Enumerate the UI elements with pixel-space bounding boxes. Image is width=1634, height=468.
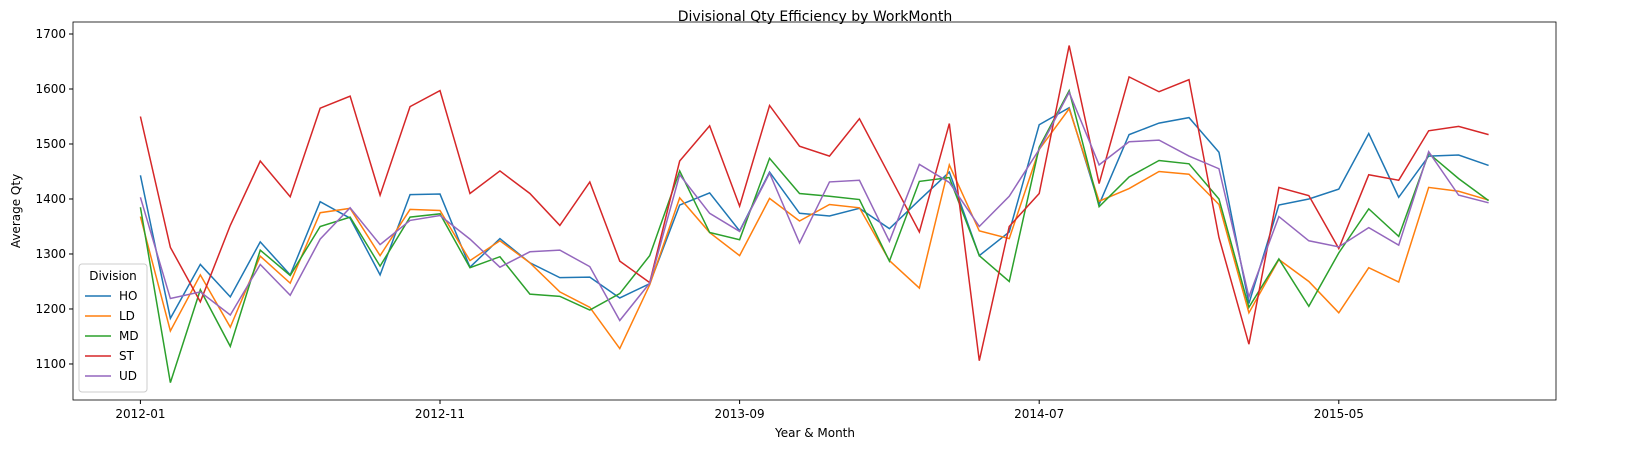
legend-title: Division <box>89 269 137 283</box>
y-tick-label: 1500 <box>35 137 66 151</box>
y-tick-label: 1200 <box>35 302 66 316</box>
x-tick-label: 2015-05 <box>1314 407 1364 421</box>
legend-label: HO <box>119 289 137 303</box>
y-tick-label: 1100 <box>35 357 66 371</box>
x-tick-label: 2012-11 <box>415 407 465 421</box>
y-tick-label: 1400 <box>35 192 66 206</box>
legend-label: ST <box>119 349 135 363</box>
y-tick-label: 1300 <box>35 247 66 261</box>
legend-label: LD <box>119 309 135 323</box>
x-axis-label: Year & Month <box>774 426 855 440</box>
chart-title: Divisional Qty Efficiency by WorkMonth <box>678 9 952 25</box>
line-series <box>139 106 1489 321</box>
y-axis-label: Average Qty <box>9 174 23 248</box>
line-series <box>139 90 1489 322</box>
x-tick-label: 2012-01 <box>115 407 165 421</box>
legend-label: MD <box>119 329 139 343</box>
plot-frame <box>72 21 1557 401</box>
line-series <box>139 45 1489 361</box>
x-tick-label: 2013-09 <box>715 407 765 421</box>
x-tick-label: 2014-07 <box>1014 407 1064 421</box>
y-tick-label: 1600 <box>35 82 66 96</box>
y-tick-label: 1700 <box>35 27 66 41</box>
line-series <box>139 107 1489 351</box>
legend-label: UD <box>119 369 137 383</box>
line-series <box>139 88 1490 383</box>
